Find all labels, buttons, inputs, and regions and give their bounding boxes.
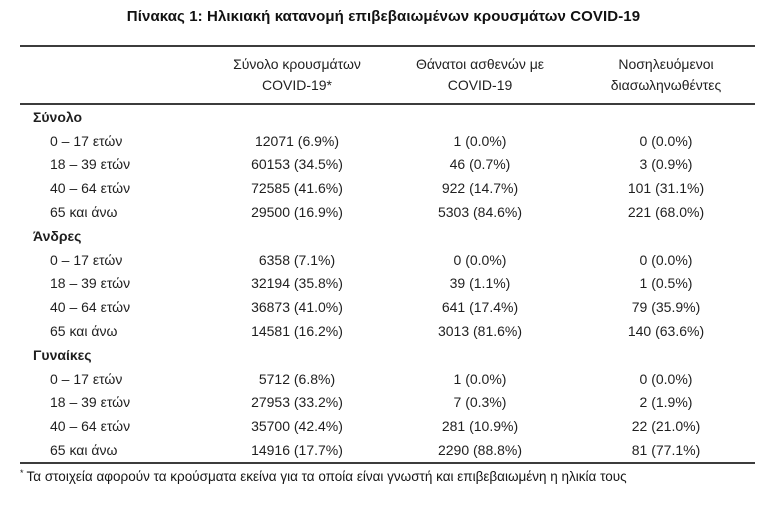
- intubated-cell: 0 (0.0%): [639, 370, 693, 387]
- deaths-cell: 39 (1.1%): [449, 275, 511, 292]
- footnote-text: Τα στοιχεία αφορούν τα κρούσματα εκείνα …: [26, 468, 627, 484]
- cases-cell: 14916 (17.7%): [251, 442, 343, 459]
- age-group-label: 65 και άνω: [50, 442, 118, 459]
- section-label: Γυναίκες: [33, 346, 92, 363]
- column-header-intubated: Νοσηλευόμενοι διασωληνωθέντες: [577, 54, 755, 96]
- table-row: 18 – 39 ετών 27953 (33.2%) 7 (0.3%) 2 (1…: [20, 391, 755, 415]
- column-header-total-cases: Σύνολο κρουσμάτων COVID-19*: [211, 54, 383, 96]
- age-group-label: 40 – 64 ετών: [50, 418, 131, 435]
- cases-cell: 36873 (41.0%): [251, 299, 343, 316]
- age-group-label: 65 και άνω: [50, 204, 118, 221]
- cases-cell: 60153 (34.5%): [251, 156, 343, 173]
- table-row: 0 – 17 ετών 12071 (6.9%) 1 (0.0%) 0 (0.0…: [20, 129, 755, 153]
- cases-cell: 35700 (42.4%): [251, 418, 343, 435]
- deaths-cell: 0 (0.0%): [453, 251, 507, 268]
- table-header-rule: [20, 103, 755, 105]
- deaths-cell: 3013 (81.6%): [437, 323, 523, 340]
- page-title: Πίνακας 1: Ηλικιακή κατανομή επιβεβαιωμέ…: [126, 8, 641, 25]
- table-row: 65 και άνω 29500 (16.9%) 5303 (84.6%) 22…: [20, 200, 755, 224]
- table-row: 0 – 17 ετών 6358 (7.1%) 0 (0.0%) 0 (0.0%…: [20, 248, 755, 272]
- table-top-rule: [20, 45, 755, 47]
- intubated-cell: 0 (0.0%): [639, 251, 693, 268]
- deaths-cell: 7 (0.3%): [453, 394, 507, 411]
- intubated-cell: 22 (21.0%): [631, 418, 701, 435]
- deaths-cell: 641 (17.4%): [441, 299, 519, 316]
- age-group-label: 0 – 17 ετών: [50, 251, 123, 268]
- column-header-line: Θάνατοι ασθενών με: [415, 56, 545, 72]
- age-group-label: 65 και άνω: [50, 323, 118, 340]
- cases-cell: 14581 (16.2%): [251, 323, 343, 340]
- intubated-cell: 79 (35.9%): [631, 299, 701, 316]
- section-header-row: Άνδρες: [20, 224, 755, 248]
- table-row: 40 – 64 ετών 36873 (41.0%) 641 (17.4%) 7…: [20, 295, 755, 319]
- cases-cell: 6358 (7.1%): [258, 251, 336, 268]
- deaths-cell: 2290 (88.8%): [437, 442, 523, 459]
- cases-cell: 72585 (41.6%): [251, 180, 343, 197]
- intubated-cell: 81 (77.1%): [631, 442, 701, 459]
- column-header-line: COVID-19: [447, 77, 513, 93]
- footnote-asterisk: *: [20, 467, 24, 478]
- intubated-cell: 140 (63.6%): [627, 323, 705, 340]
- deaths-cell: 1 (0.0%): [453, 370, 507, 387]
- column-header-line: Νοσηλευόμενοι: [618, 56, 714, 72]
- section-label: Σύνολο: [33, 108, 83, 125]
- section-header-row: Σύνολο: [20, 105, 755, 129]
- table-bottom-rule: [20, 461, 755, 464]
- cases-cell: 29500 (16.9%): [251, 204, 343, 221]
- section-header-row: Γυναίκες: [20, 343, 755, 367]
- column-header-line: διασωληνωθέντες: [610, 77, 722, 93]
- table-row: 40 – 64 ετών 35700 (42.4%) 281 (10.9%) 2…: [20, 414, 755, 438]
- section-label: Άνδρες: [33, 227, 82, 244]
- age-group-label: 18 – 39 ετών: [50, 394, 131, 411]
- age-group-label: 18 – 39 ετών: [50, 156, 131, 173]
- intubated-cell: 221 (68.0%): [627, 204, 705, 221]
- cases-cell: 27953 (33.2%): [251, 394, 343, 411]
- age-group-label: 40 – 64 ετών: [50, 299, 131, 316]
- deaths-cell: 46 (0.7%): [449, 156, 511, 173]
- table-footnote: * Τα στοιχεία αφορούν τα κρούσματα εκείνα…: [20, 467, 755, 484]
- deaths-cell: 5303 (84.6%): [437, 204, 523, 221]
- table-row: 18 – 39 ετών 32194 (35.8%) 39 (1.1%) 1 (…: [20, 272, 755, 296]
- cases-cell: 32194 (35.8%): [251, 275, 343, 292]
- intubated-cell: 1 (0.5%): [639, 275, 693, 292]
- deaths-cell: 281 (10.9%): [441, 418, 519, 435]
- age-group-label: 0 – 17 ετών: [50, 370, 123, 387]
- age-group-label: 18 – 39 ετών: [50, 275, 131, 292]
- intubated-cell: 0 (0.0%): [639, 132, 693, 149]
- column-header-line: Σύνολο κρουσμάτων: [233, 56, 361, 72]
- intubated-cell: 101 (31.1%): [627, 180, 705, 197]
- deaths-cell: 1 (0.0%): [453, 132, 507, 149]
- deaths-cell: 922 (14.7%): [441, 180, 519, 197]
- age-group-label: 40 – 64 ετών: [50, 180, 131, 197]
- cases-cell: 5712 (6.8%): [258, 370, 336, 387]
- table-row: 0 – 17 ετών 5712 (6.8%) 1 (0.0%) 0 (0.0%…: [20, 367, 755, 391]
- table-row: 18 – 39 ετών 60153 (34.5%) 46 (0.7%) 3 (…: [20, 153, 755, 177]
- intubated-cell: 3 (0.9%): [639, 156, 693, 173]
- cases-cell: 12071 (6.9%): [254, 132, 340, 149]
- column-header-line: COVID-19*: [261, 77, 333, 93]
- column-header-deaths: Θάνατοι ασθενών με COVID-19: [383, 54, 577, 96]
- table-row: 65 και άνω 14916 (17.7%) 2290 (88.8%) 81…: [20, 438, 755, 462]
- table-row: 65 και άνω 14581 (16.2%) 3013 (81.6%) 14…: [20, 319, 755, 343]
- table-row: 40 – 64 ετών 72585 (41.6%) 922 (14.7%) 1…: [20, 176, 755, 200]
- intubated-cell: 2 (1.9%): [639, 394, 693, 411]
- table-body: Σύνολο 0 – 17 ετών 12071 (6.9%) 1 (0.0%)…: [20, 105, 755, 462]
- table-header-row: Σύνολο κρουσμάτων COVID-19* Θάνατοι ασθε…: [20, 47, 755, 103]
- age-distribution-table: Σύνολο κρουσμάτων COVID-19* Θάνατοι ασθε…: [20, 45, 755, 484]
- age-group-label: 0 – 17 ετών: [50, 132, 123, 149]
